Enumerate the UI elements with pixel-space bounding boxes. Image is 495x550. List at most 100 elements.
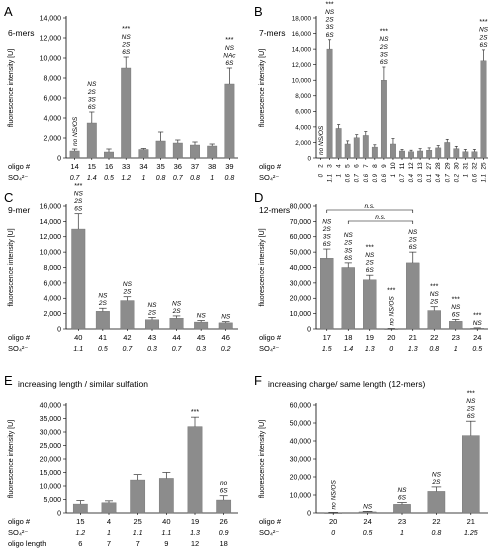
x-tick-label: 38: [208, 162, 216, 171]
x-tick-label: 33: [122, 162, 130, 171]
bar: [449, 321, 463, 330]
significance-marker: ***: [387, 287, 395, 294]
bar-annotation: 2S: [122, 289, 132, 296]
y-tick-label: 4,000: [295, 124, 311, 131]
sulfate-value: 1: [210, 175, 214, 182]
bar-annotation: 2S: [121, 41, 131, 48]
bar: [224, 83, 235, 159]
y-tick-label: 60,000: [290, 234, 312, 241]
y-tick-label: 80,000: [290, 203, 312, 210]
bar: [363, 279, 377, 330]
bar-annotation: 2S: [325, 17, 335, 24]
bar: [380, 80, 387, 159]
bar: [427, 491, 446, 514]
x-tick-label: 24: [473, 333, 481, 342]
x-tick-label: 39: [225, 162, 233, 171]
x-tick-label: 12: [408, 162, 415, 170]
bar-annotation: 2S: [478, 34, 488, 41]
y-tick-label: 0: [307, 510, 311, 517]
y-tick-label: 40,000: [290, 438, 312, 445]
sulfate-row-label: SO₄²⁻: [8, 173, 28, 182]
y-tick-label: 6,000: [295, 109, 311, 116]
x-tick-label: 26: [219, 517, 227, 526]
y-tick-label: 8,000: [43, 75, 61, 82]
length-value: 6: [78, 539, 82, 548]
sulfate-value: 1.5: [322, 346, 332, 353]
y-tick-label: 0: [57, 510, 61, 517]
bar-annotation: NS: [466, 398, 476, 405]
sulfate-value: 1.25: [464, 530, 478, 537]
bar-annotation: 6S: [409, 244, 418, 251]
y-axis-label: fluorescence intensity [U]: [259, 420, 266, 498]
sulfate-value: 0.5: [472, 346, 482, 353]
sulfate-value: 0.5: [104, 175, 114, 182]
y-axis-label: fluorescence intensity [U]: [8, 420, 15, 498]
bar-annotation: 6S: [398, 495, 407, 502]
y-tick-label: 50,000: [290, 420, 312, 427]
sulfate-value: 0.2: [221, 346, 231, 353]
x-tick-label: 45: [197, 333, 205, 342]
x-tick-label: 15: [76, 517, 84, 526]
bar-annotation: 6S: [452, 311, 461, 318]
sulfate-value: 0.9: [373, 173, 379, 182]
y-axis-label: fluorescence intensity [U]: [8, 49, 15, 127]
panel-letter: E: [4, 373, 13, 388]
length-value: 7: [107, 539, 111, 548]
sulfate-value: 1.1: [73, 346, 83, 353]
bar-annotation: no NS/OS: [72, 116, 79, 146]
sulfate-value: 0.7: [123, 346, 134, 353]
bar-annotation: 2S: [429, 299, 439, 306]
bar-annotation: 2S: [466, 406, 476, 413]
bar-annotation: NS: [122, 34, 132, 41]
bar-annotation: 2S: [147, 309, 157, 316]
sulfate-value: 0.7: [172, 346, 183, 353]
bar: [408, 151, 414, 159]
x-tick-label: 42: [123, 333, 131, 342]
y-tick-label: 0: [307, 326, 311, 333]
panel-letter: D: [254, 190, 263, 205]
significance-marker: ***: [74, 183, 82, 190]
sulfate-row-label: SO₄²⁻: [8, 528, 28, 537]
y-tick-label: 0: [57, 155, 61, 162]
x-tick-label: 10: [390, 162, 397, 170]
y-tick-label: 10,000: [40, 250, 62, 257]
significance-marker: ***: [122, 26, 130, 33]
x-tick-label: 17: [323, 333, 331, 342]
bar-annotation: 6S: [323, 241, 332, 248]
length-row-label: oligo length: [8, 539, 46, 548]
bar-annotation: no NS/OS: [318, 125, 325, 155]
y-tick-label: 40,000: [40, 402, 62, 409]
y-tick-label: 12,000: [40, 234, 62, 241]
y-axis-label: fluorescence intensity [U]: [259, 228, 266, 306]
bar: [216, 499, 232, 514]
bar-annotation: NS: [432, 471, 442, 478]
sulfate-value: 1: [107, 530, 111, 537]
bar-annotation: NS: [147, 302, 157, 309]
sulfate-value: 1.4: [87, 175, 97, 182]
bar: [335, 128, 342, 159]
y-tick-label: 25,000: [40, 443, 62, 450]
oligo-row-label: oligo #: [8, 162, 31, 171]
x-tick-label: 30: [453, 162, 460, 170]
bar-annotation: 6S: [380, 59, 389, 66]
bar-annotation: NS: [365, 252, 375, 259]
significance-marker: ***: [380, 29, 388, 36]
bar-annotation: 3S: [344, 247, 353, 254]
significance-marker: ***: [473, 312, 481, 319]
sulfate-value: 0.7: [173, 175, 184, 182]
sulfate-value: 0.3: [196, 346, 206, 353]
x-tick-label: 14: [70, 162, 78, 171]
x-tick-label: 21: [467, 517, 475, 526]
bar: [444, 142, 451, 159]
y-tick-label: 2,000: [43, 311, 61, 318]
sulfate-value: 1: [463, 174, 469, 177]
x-tick-label: 4: [336, 164, 343, 168]
bar: [187, 426, 203, 514]
bar-annotation: NS: [479, 27, 489, 34]
y-tick-label: 10,000: [290, 492, 312, 499]
y-tick-label: 15,000: [40, 470, 62, 477]
sulfate-row-label: SO₄²⁻: [259, 173, 279, 182]
y-tick-label: 14,000: [40, 219, 62, 226]
sulfate-value: 1.1: [328, 174, 334, 182]
x-tick-label: 25: [133, 517, 141, 526]
